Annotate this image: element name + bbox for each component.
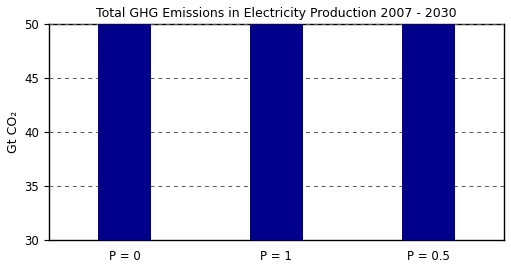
Title: Total GHG Emissions in Electricity Production 2007 - 2030: Total GHG Emissions in Electricity Produ…	[96, 7, 457, 20]
Bar	[402, 0, 455, 240]
Bar	[250, 0, 303, 240]
Bar	[98, 0, 151, 240]
Y-axis label: Gt CO₂: Gt CO₂	[7, 111, 20, 153]
